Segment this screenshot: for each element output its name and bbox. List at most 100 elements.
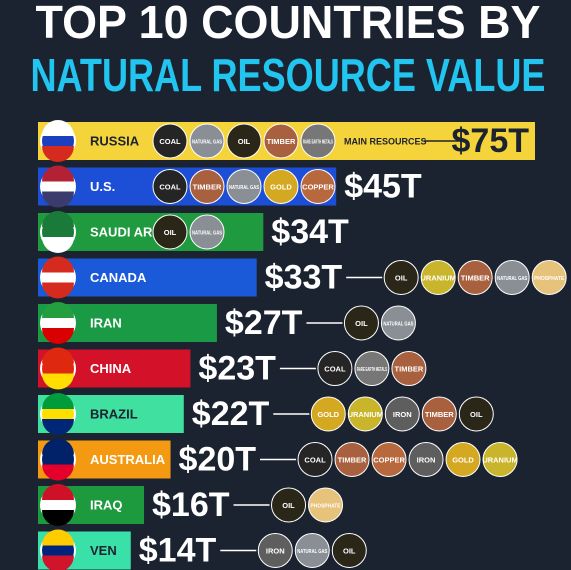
flag (42, 282, 74, 299)
resource-label: OIL (343, 546, 356, 555)
resource-icon (152, 123, 188, 159)
resource-label: COPPER (302, 182, 334, 191)
resource-icon (152, 214, 188, 250)
resource-icon (458, 396, 494, 432)
flag (42, 438, 74, 455)
resource-label: URANIUM (482, 455, 517, 464)
resource-icon (371, 442, 407, 477)
resource-label: OIL (282, 501, 295, 510)
flag (42, 256, 74, 273)
category-label: IRAN (90, 315, 122, 330)
resource-label: COAL (159, 137, 181, 146)
resource-icon (457, 260, 493, 295)
resource-label: NATURAL GAS (192, 139, 222, 145)
category-label: RUSSIA (90, 133, 140, 148)
value-label: $45T (344, 167, 422, 205)
flag (42, 555, 74, 570)
flag (42, 510, 74, 526)
resource-icon (420, 260, 456, 295)
resource-label: GOLD (452, 455, 474, 464)
resource-icon (294, 533, 330, 568)
resource-label: IRON (393, 410, 412, 419)
resource-icon (271, 487, 307, 523)
value-label: $33T (265, 258, 343, 296)
resource-icon (421, 396, 457, 432)
resource-label: COAL (304, 455, 326, 464)
resource-icon (310, 396, 346, 432)
resource-icon (334, 442, 370, 477)
annotation: MAIN RESOURCES (344, 136, 427, 146)
resource-label: TIMBER (267, 137, 296, 146)
flag (42, 484, 74, 500)
flag (42, 120, 74, 136)
resource-label: OIL (238, 137, 251, 146)
resource-icon (408, 442, 444, 477)
resource-icon (308, 487, 344, 523)
resource-icon (226, 123, 262, 159)
resource-icon (384, 396, 420, 432)
flag (42, 464, 74, 481)
resource-icon (189, 123, 225, 159)
resource-icon (317, 351, 353, 386)
flag (42, 373, 74, 390)
resource-label: NATURAL GAS (497, 276, 527, 282)
resource-label: IRON (266, 546, 285, 555)
resource-icon (343, 305, 379, 341)
resource-label: NATURAL GAS (229, 185, 259, 191)
resource-icon (152, 169, 188, 204)
resource-icon (300, 169, 336, 204)
resource-icon (300, 123, 336, 159)
value-label: $34T (271, 213, 349, 251)
resource-label: TIMBER (425, 410, 454, 419)
resource-icon (331, 533, 367, 568)
resource-label: TIMBER (338, 455, 367, 464)
flag (42, 211, 74, 227)
resource-label: NATURAL GAS (297, 549, 327, 555)
value-label: $22T (192, 395, 270, 433)
category-label: CHINA (90, 361, 132, 376)
resource-label: URANIUM (348, 410, 383, 419)
flag (42, 165, 74, 182)
resource-label: NATURAL GAS (383, 321, 413, 327)
resource-label: COAL (324, 364, 346, 373)
value-label: $27T (225, 304, 303, 342)
resource-icon (354, 351, 390, 386)
resource-label: OIL (395, 273, 408, 282)
value-label: $75T (452, 122, 530, 160)
resource-label: COPPER (373, 455, 405, 464)
resource-label: PHOSPHATE (311, 503, 341, 509)
resource-label: RARE EARTH METALS (357, 367, 387, 373)
resource-label: TIMBER (461, 273, 490, 282)
resource-icon (531, 260, 567, 295)
resource-label: TIMBER (193, 182, 222, 191)
resource-label: OIL (470, 410, 483, 419)
category-label: CANADA (90, 270, 147, 285)
resource-icon (347, 396, 383, 432)
resource-icon (494, 260, 530, 295)
resource-icon (263, 169, 299, 204)
resource-icon (257, 533, 293, 568)
resource-label: OIL (164, 228, 177, 237)
resource-label: URANIUM (420, 273, 455, 282)
category-label: VEN (90, 543, 117, 558)
flag (42, 529, 74, 546)
resource-label: PHOSPHATE (534, 276, 564, 282)
resource-label: TIMBER (395, 364, 424, 373)
resource-label: GOLD (270, 182, 292, 191)
resource-icon (189, 214, 225, 250)
value-label: $23T (198, 349, 276, 387)
flag (42, 146, 74, 162)
resource-label: COAL (159, 182, 181, 191)
resource-icon (383, 260, 419, 295)
resource-icon (391, 351, 427, 386)
category-label: BRAZIL (90, 406, 138, 421)
flag (42, 191, 74, 208)
value-label: $20T (179, 440, 257, 478)
resource-icon (445, 442, 481, 477)
value-label: $14T (139, 531, 217, 569)
flag (42, 328, 74, 344)
chart-subtitle: NATURAL RESOURCE VALUE (31, 49, 546, 101)
flag (42, 302, 74, 318)
resource-icon (263, 123, 299, 159)
